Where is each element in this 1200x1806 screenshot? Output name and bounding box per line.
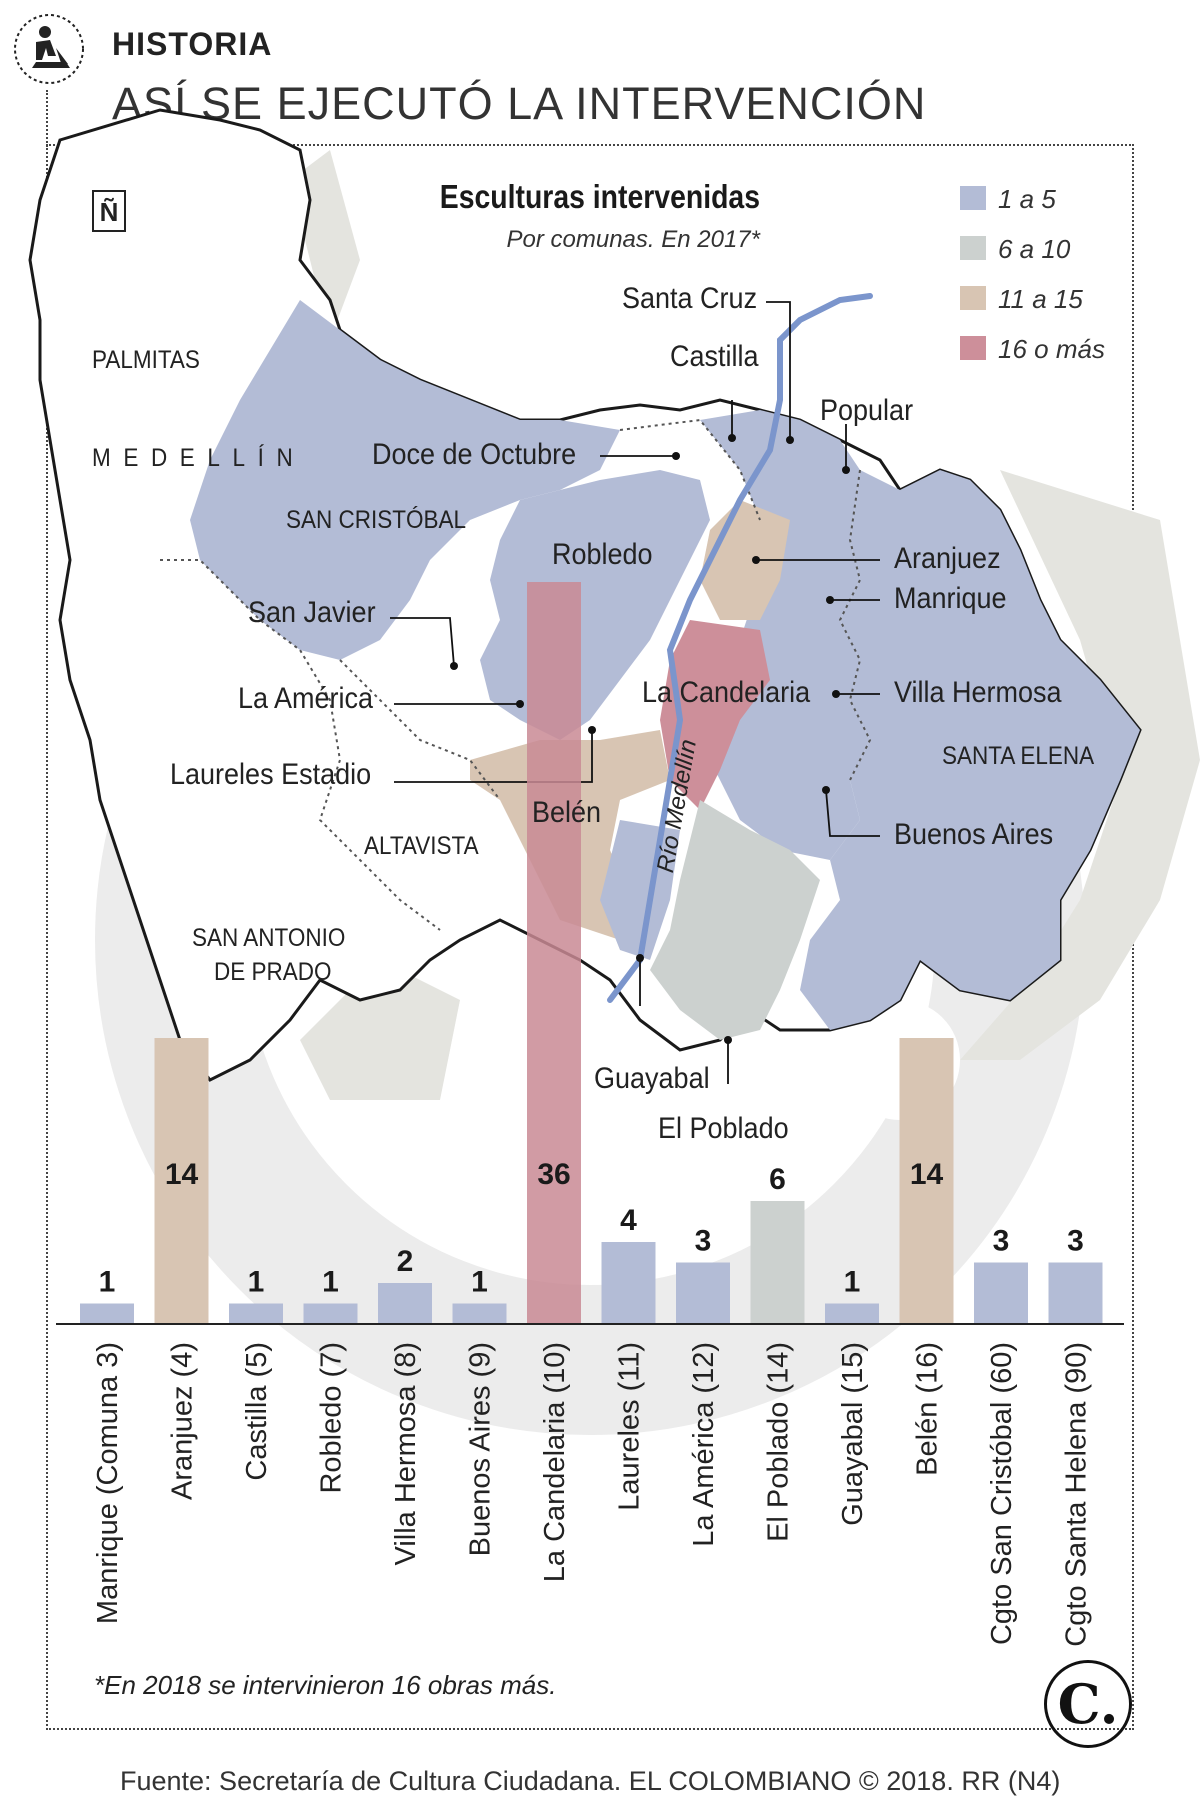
category-label: Robledo (7) xyxy=(316,1342,348,1494)
category-label: Manrique (Comuna 3) xyxy=(92,1342,124,1624)
category-label: Aranjuez (4) xyxy=(167,1342,199,1500)
category-label: La Candelaria (10) xyxy=(539,1342,571,1582)
category-label: Cgto San Cristóbal (60) xyxy=(986,1342,1018,1645)
label-la-america: La América xyxy=(238,682,374,715)
legend-label: 1 a 5 xyxy=(998,184,1056,214)
bar-value-label: 14 xyxy=(910,1158,944,1191)
bar xyxy=(452,1303,507,1324)
bar-value-label: 3 xyxy=(993,1225,1010,1258)
map-subtitle: Por comunas. En 2017* xyxy=(506,226,761,253)
bar xyxy=(899,1038,954,1324)
bar-value-label: 14 xyxy=(165,1158,199,1191)
bar-value-label: 2 xyxy=(397,1245,414,1278)
bar xyxy=(229,1303,283,1324)
label-la-candelaria: La Candelaria xyxy=(642,676,811,709)
bar xyxy=(80,1303,134,1324)
legend-swatch xyxy=(960,286,986,310)
bar xyxy=(527,582,581,1324)
bar-value-label: 1 xyxy=(248,1266,265,1299)
label-san-javier: San Javier xyxy=(248,596,376,629)
source-credit: Fuente: Secretaría de Cultura Ciudadana.… xyxy=(120,1766,1061,1796)
bar xyxy=(676,1262,730,1324)
bar xyxy=(1048,1262,1103,1324)
terrain-east xyxy=(960,470,1200,1060)
bar xyxy=(154,1038,209,1324)
bar-value-label: 1 xyxy=(99,1266,116,1299)
legend-label: 11 a 15 xyxy=(998,284,1083,314)
label-castilla: Castilla xyxy=(670,340,759,373)
category-label: Laureles (11) xyxy=(614,1342,646,1511)
region-la-candelaria xyxy=(660,620,770,810)
bar xyxy=(750,1201,805,1324)
bar-value-label: 4 xyxy=(620,1204,637,1237)
bar-value-label: 1 xyxy=(322,1266,339,1299)
footnote: *En 2018 se intervinieron 16 obras más. xyxy=(94,1670,557,1700)
legend-label: 6 a 10 xyxy=(998,234,1071,264)
label-palmitas: PALMITAS xyxy=(92,346,200,374)
label-aranjuez: Aranjuez xyxy=(894,542,1001,575)
label-doce-de-octubre: Doce de Octubre xyxy=(372,438,577,471)
category-label: Buenos Aires (9) xyxy=(465,1342,497,1556)
category-label: El Poblado (14) xyxy=(763,1342,795,1542)
category-label: Cgto Santa Helena (90) xyxy=(1061,1342,1093,1647)
category-label: La América (12) xyxy=(688,1342,720,1547)
label-medellin: MEDELLÍN xyxy=(92,444,306,472)
bar-value-label: 1 xyxy=(471,1266,488,1299)
region-santa-elena xyxy=(800,470,1140,1030)
region-el-poblado xyxy=(650,800,820,1040)
bar-value-label: 36 xyxy=(537,1158,570,1191)
category-label: Guayabal (15) xyxy=(837,1342,869,1526)
region-san-cristobal xyxy=(190,300,620,660)
worker-icon xyxy=(14,14,84,84)
bar-value-label: 1 xyxy=(844,1266,861,1299)
label-popular: Popular xyxy=(820,394,914,427)
bar-value-label: 6 xyxy=(769,1163,786,1196)
bar xyxy=(378,1283,432,1324)
region-northeast xyxy=(700,410,870,860)
north-arrow-icon: Ñ xyxy=(92,190,126,232)
bar xyxy=(303,1303,358,1324)
label-villa-hermosa: Villa Hermosa xyxy=(894,676,1062,709)
bar-value-label: 3 xyxy=(1067,1225,1084,1258)
category-label: Villa Hermosa (8) xyxy=(390,1342,422,1565)
bar xyxy=(974,1262,1028,1324)
label-buenos-aires: Buenos Aires xyxy=(894,818,1054,851)
label-manrique: Manrique xyxy=(894,582,1007,615)
map-title: Esculturas intervenidas xyxy=(439,178,760,215)
bar xyxy=(825,1303,879,1324)
legend-swatch xyxy=(960,336,986,360)
label-santa-cruz: Santa Cruz xyxy=(622,282,758,315)
el-colombiano-logo: C. xyxy=(1044,1660,1132,1748)
category-label: Belén (16) xyxy=(912,1342,944,1476)
label-belen: Belén xyxy=(532,796,602,829)
category-label: Castilla (5) xyxy=(241,1342,273,1481)
label-santa-elena: SANTA ELENA xyxy=(942,742,1095,770)
label-san-cristobal: SAN CRISTÓBAL xyxy=(286,506,467,534)
bar-value-label: 3 xyxy=(695,1225,712,1258)
legend-swatch xyxy=(960,186,986,210)
bar xyxy=(601,1242,656,1324)
label-el-poblado: El Poblado xyxy=(658,1112,789,1145)
label-san-antonio-2: DE PRADO xyxy=(214,958,332,986)
label-robledo: Robledo xyxy=(552,538,653,571)
terrain-south xyxy=(300,960,460,1100)
label-laureles-estadio: Laureles Estadio xyxy=(170,758,372,791)
label-altavista: ALTAVISTA xyxy=(364,832,479,860)
label-san-antonio-1: SAN ANTONIO xyxy=(192,924,346,952)
section-label: HISTORIA xyxy=(112,26,273,62)
label-guayabal: Guayabal xyxy=(594,1062,710,1095)
legend-label: 16 o más xyxy=(998,334,1105,364)
frame-connector xyxy=(46,90,48,150)
legend-swatch xyxy=(960,236,986,260)
headline: ASÍ SE EJECUTÓ LA INTERVENCIÓN xyxy=(112,78,927,129)
